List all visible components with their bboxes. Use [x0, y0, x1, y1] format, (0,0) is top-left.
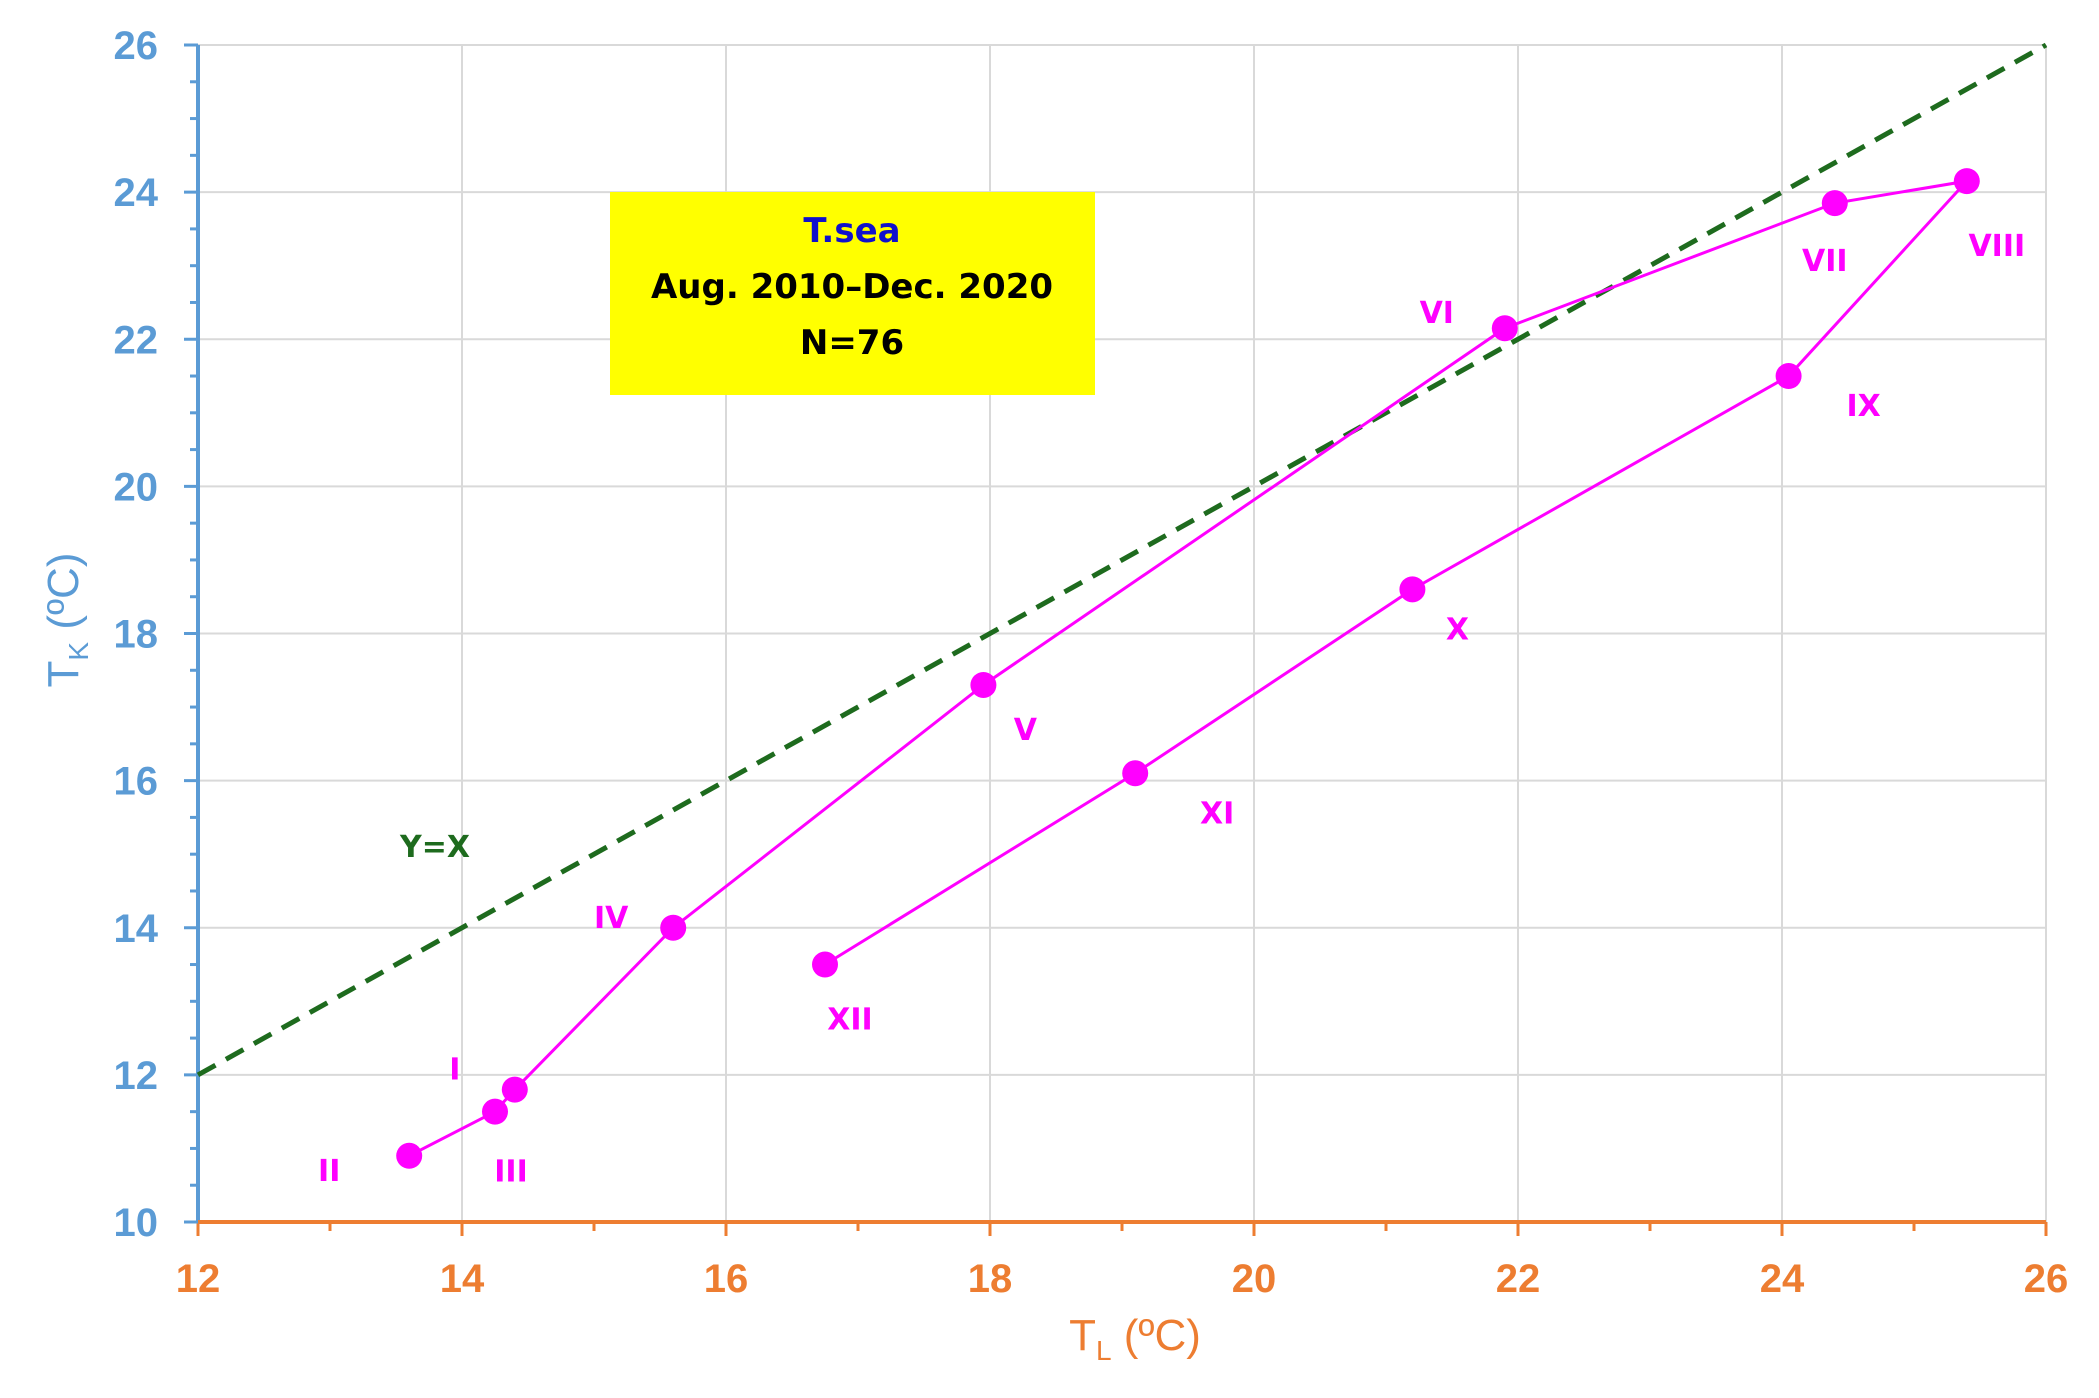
y-tick-labels: 10 12 14 16 18 20 22 24 26 [114, 24, 159, 1245]
data-point [1491, 315, 1518, 342]
annotation-line-3: N=76 [800, 323, 904, 363]
data-point [970, 671, 997, 698]
y-tick-label: 22 [114, 318, 159, 362]
data-point [501, 1076, 528, 1103]
minor-ticks [184, 43, 2048, 1236]
annotation-box: T.sea Aug. 2010–Dec. 2020 N=76 [610, 192, 1095, 395]
data-point-label: VIII [1968, 229, 2025, 264]
y-tick-label: 24 [114, 171, 159, 215]
x-tick-labels: 12 14 16 18 20 22 24 26 [176, 1257, 2069, 1301]
data-point-label: XII [827, 1003, 872, 1038]
y-tick-label: 14 [114, 907, 159, 951]
x-tick-label: 26 [2024, 1257, 2069, 1301]
data-point [396, 1142, 423, 1169]
data-point-label: II [318, 1154, 340, 1189]
x-tick-label: 20 [1232, 1257, 1277, 1301]
data-point-label: XI [1200, 796, 1234, 831]
data-point [812, 951, 838, 978]
x-tick-label: 18 [968, 1257, 1013, 1301]
data-point [1953, 168, 1980, 195]
data-point-label: V [1014, 713, 1038, 748]
y-tick-label: 18 [114, 613, 159, 657]
data-point [482, 1098, 508, 1125]
data-point-label: VI [1420, 296, 1454, 331]
data-point [1775, 363, 1802, 390]
data-point [1399, 576, 1426, 603]
y-tick-label: 16 [114, 760, 159, 804]
y-axis-label: TK (ºC) [39, 553, 94, 688]
x-tick-label: 16 [704, 1257, 749, 1301]
annotation-box-background [610, 192, 1095, 395]
data-point-label: X [1446, 612, 1469, 647]
annotation-line-2: Aug. 2010–Dec. 2020 [651, 267, 1053, 307]
reference-line [196, 42, 2048, 1078]
y-tick-label: 26 [114, 24, 159, 68]
x-tick-label: 14 [440, 1257, 485, 1301]
y-tick-label: 10 [114, 1201, 159, 1245]
series [396, 168, 1980, 1169]
grid [198, 44, 2047, 1222]
x-tick-label: 22 [1496, 1257, 1541, 1301]
data-point-label: IV [594, 901, 629, 936]
x-tick-label: 24 [1760, 1257, 1805, 1301]
x-tick-label: 12 [176, 1257, 221, 1301]
data-point [660, 914, 687, 941]
annotation-line-1: T.sea [803, 211, 900, 251]
data-point-label: VII [1802, 244, 1848, 279]
y-tick-label: 20 [114, 465, 159, 509]
data-point-label: IX [1846, 389, 1880, 424]
data-point [1122, 760, 1149, 787]
x-axis-label: TL (ºC) [1069, 1311, 1201, 1366]
data-point-label: III [494, 1155, 528, 1190]
y-tick-label: 12 [114, 1054, 159, 1098]
data-point-label: I [449, 1053, 460, 1088]
data-point [1821, 190, 1848, 217]
reference-line-label: Y=X [399, 830, 470, 865]
